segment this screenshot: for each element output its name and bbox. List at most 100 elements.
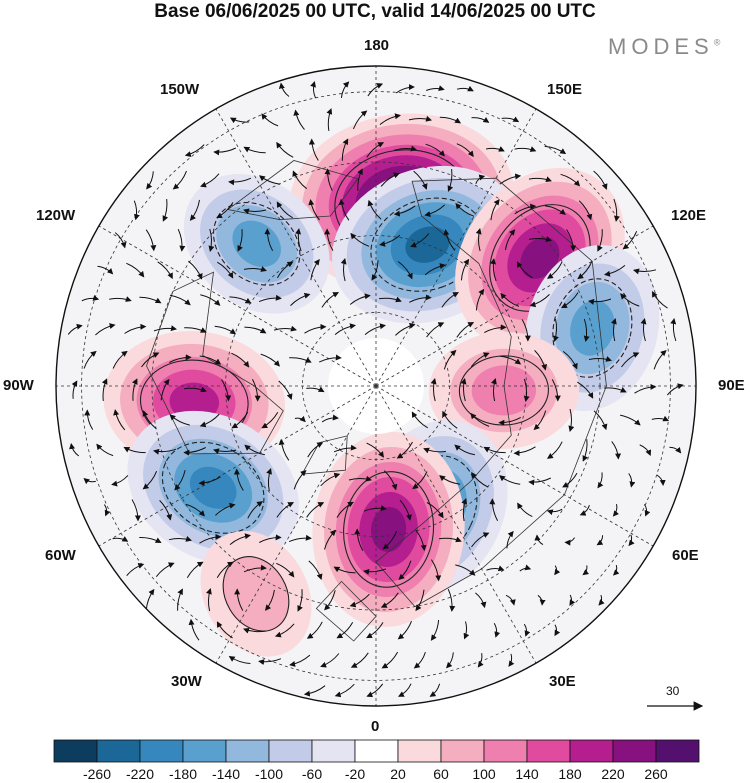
wind-arrow: [562, 472, 578, 488]
wind-arrow: [443, 229, 455, 251]
wind-arrow: [610, 318, 617, 342]
wind-arrow: [582, 565, 589, 576]
meridian: [375, 385, 540, 669]
wind-arrow: [186, 561, 204, 579]
wind-arrow: [628, 534, 635, 547]
wind-arrow: [475, 174, 486, 184]
wind-arrow: [228, 655, 251, 664]
wind-arrow: [306, 502, 325, 518]
wind-arrow: [177, 228, 186, 252]
wind-arrow: [289, 357, 312, 363]
colorbar-swatch: [96, 739, 141, 763]
wind-arrow: [613, 198, 620, 222]
wind-arrow: [670, 318, 677, 342]
lon-label-120w: 120W: [36, 207, 76, 224]
wind-arrow: [353, 110, 368, 130]
wind-arrow: [273, 325, 297, 332]
wind-arrow: [168, 535, 192, 542]
wind-arrow: [244, 444, 265, 456]
wind-arrow: [475, 288, 485, 311]
wind-arrow: [628, 473, 636, 488]
meridian: [212, 103, 377, 387]
wind-arrow: [229, 117, 250, 124]
wind-arrow: [233, 468, 244, 491]
anomaly-field: [103, 113, 660, 657]
wind-arrow: [463, 621, 470, 640]
colorbar-swatch: [526, 739, 571, 763]
wind-arrow: [229, 296, 252, 304]
anomaly-contour-line: [213, 201, 301, 286]
wind-arrow: [276, 502, 294, 518]
wind-arrow: [475, 228, 482, 252]
wind-arrow: [208, 228, 215, 252]
wind-arrow: [411, 411, 428, 429]
wind-arrow: [519, 564, 532, 572]
colorbar-swatch: [440, 739, 485, 763]
wind-arrow: [112, 350, 128, 369]
wind-arrow: [426, 322, 445, 338]
wind-arrow: [634, 383, 657, 394]
wind-arrow: [498, 416, 521, 426]
wind-arrow: [560, 173, 581, 187]
wind-arrow: [366, 683, 384, 698]
wind-arrow: [415, 589, 425, 612]
wind-arrow: [153, 448, 177, 455]
wind-arrow: [295, 228, 302, 252]
wind-arrow: [604, 265, 626, 277]
wind-arrow: [544, 205, 566, 215]
anomaly-contour-line: [222, 556, 290, 632]
wind-arrow: [408, 115, 432, 122]
wind-arrow: [95, 323, 116, 336]
wind-arrow: [399, 499, 412, 521]
wind-arrow: [229, 533, 251, 545]
wind-arrow: [366, 442, 384, 458]
wind-arrow: [523, 623, 531, 637]
wind-arrow: [198, 476, 221, 487]
wind-arrow: [598, 594, 605, 606]
wind-arrow: [506, 530, 514, 549]
wind-arrow: [206, 588, 212, 612]
wind-arrow: [471, 117, 490, 123]
wind-arrow: [578, 200, 593, 221]
wind-arrow: [177, 588, 183, 611]
wind-arrow: [454, 444, 475, 456]
wind-arrow: [264, 228, 274, 251]
wind-arrow: [446, 652, 454, 669]
wind-arrow: [521, 319, 531, 342]
wind-arrow: [340, 81, 350, 98]
wind-arrow: [363, 568, 387, 575]
meridian: [375, 222, 659, 387]
wind-arrow: [398, 683, 412, 697]
wind-scale-label: 30: [666, 684, 680, 698]
wind-arrow: [243, 208, 267, 215]
wind-arrow: [460, 258, 470, 281]
wind-arrow: [133, 200, 140, 221]
wind-arrow: [292, 170, 308, 190]
wind-arrow: [554, 624, 561, 637]
wind-arrow: [357, 168, 363, 191]
wind-arrow: [234, 588, 244, 611]
wind-arrow: [397, 621, 412, 640]
wind-arrow: [371, 260, 379, 281]
wind-arrow: [318, 354, 342, 363]
wind-arrow: [455, 202, 475, 217]
wind-arrow: [290, 292, 311, 306]
wind-arrow: [593, 170, 608, 190]
wind-arrow: [413, 170, 428, 190]
wind-arrow: [517, 502, 533, 518]
wind-arrow: [244, 326, 267, 334]
wind-arrow: [215, 502, 236, 516]
wind-arrow: [583, 318, 590, 342]
wind-arrow: [397, 261, 413, 280]
wind-arrow: [396, 441, 413, 459]
wind-arrow: [379, 234, 401, 247]
wind-arrow: [112, 536, 129, 542]
lon-label-90w: 90W: [3, 377, 34, 394]
lon-label-120e: 120E: [671, 207, 707, 224]
wind-arrow: [199, 355, 222, 365]
wind-arrow: [231, 411, 249, 429]
wind-arrow: [276, 562, 295, 578]
colorbar-swatch: [311, 739, 356, 763]
wind-arrow: [424, 263, 446, 276]
